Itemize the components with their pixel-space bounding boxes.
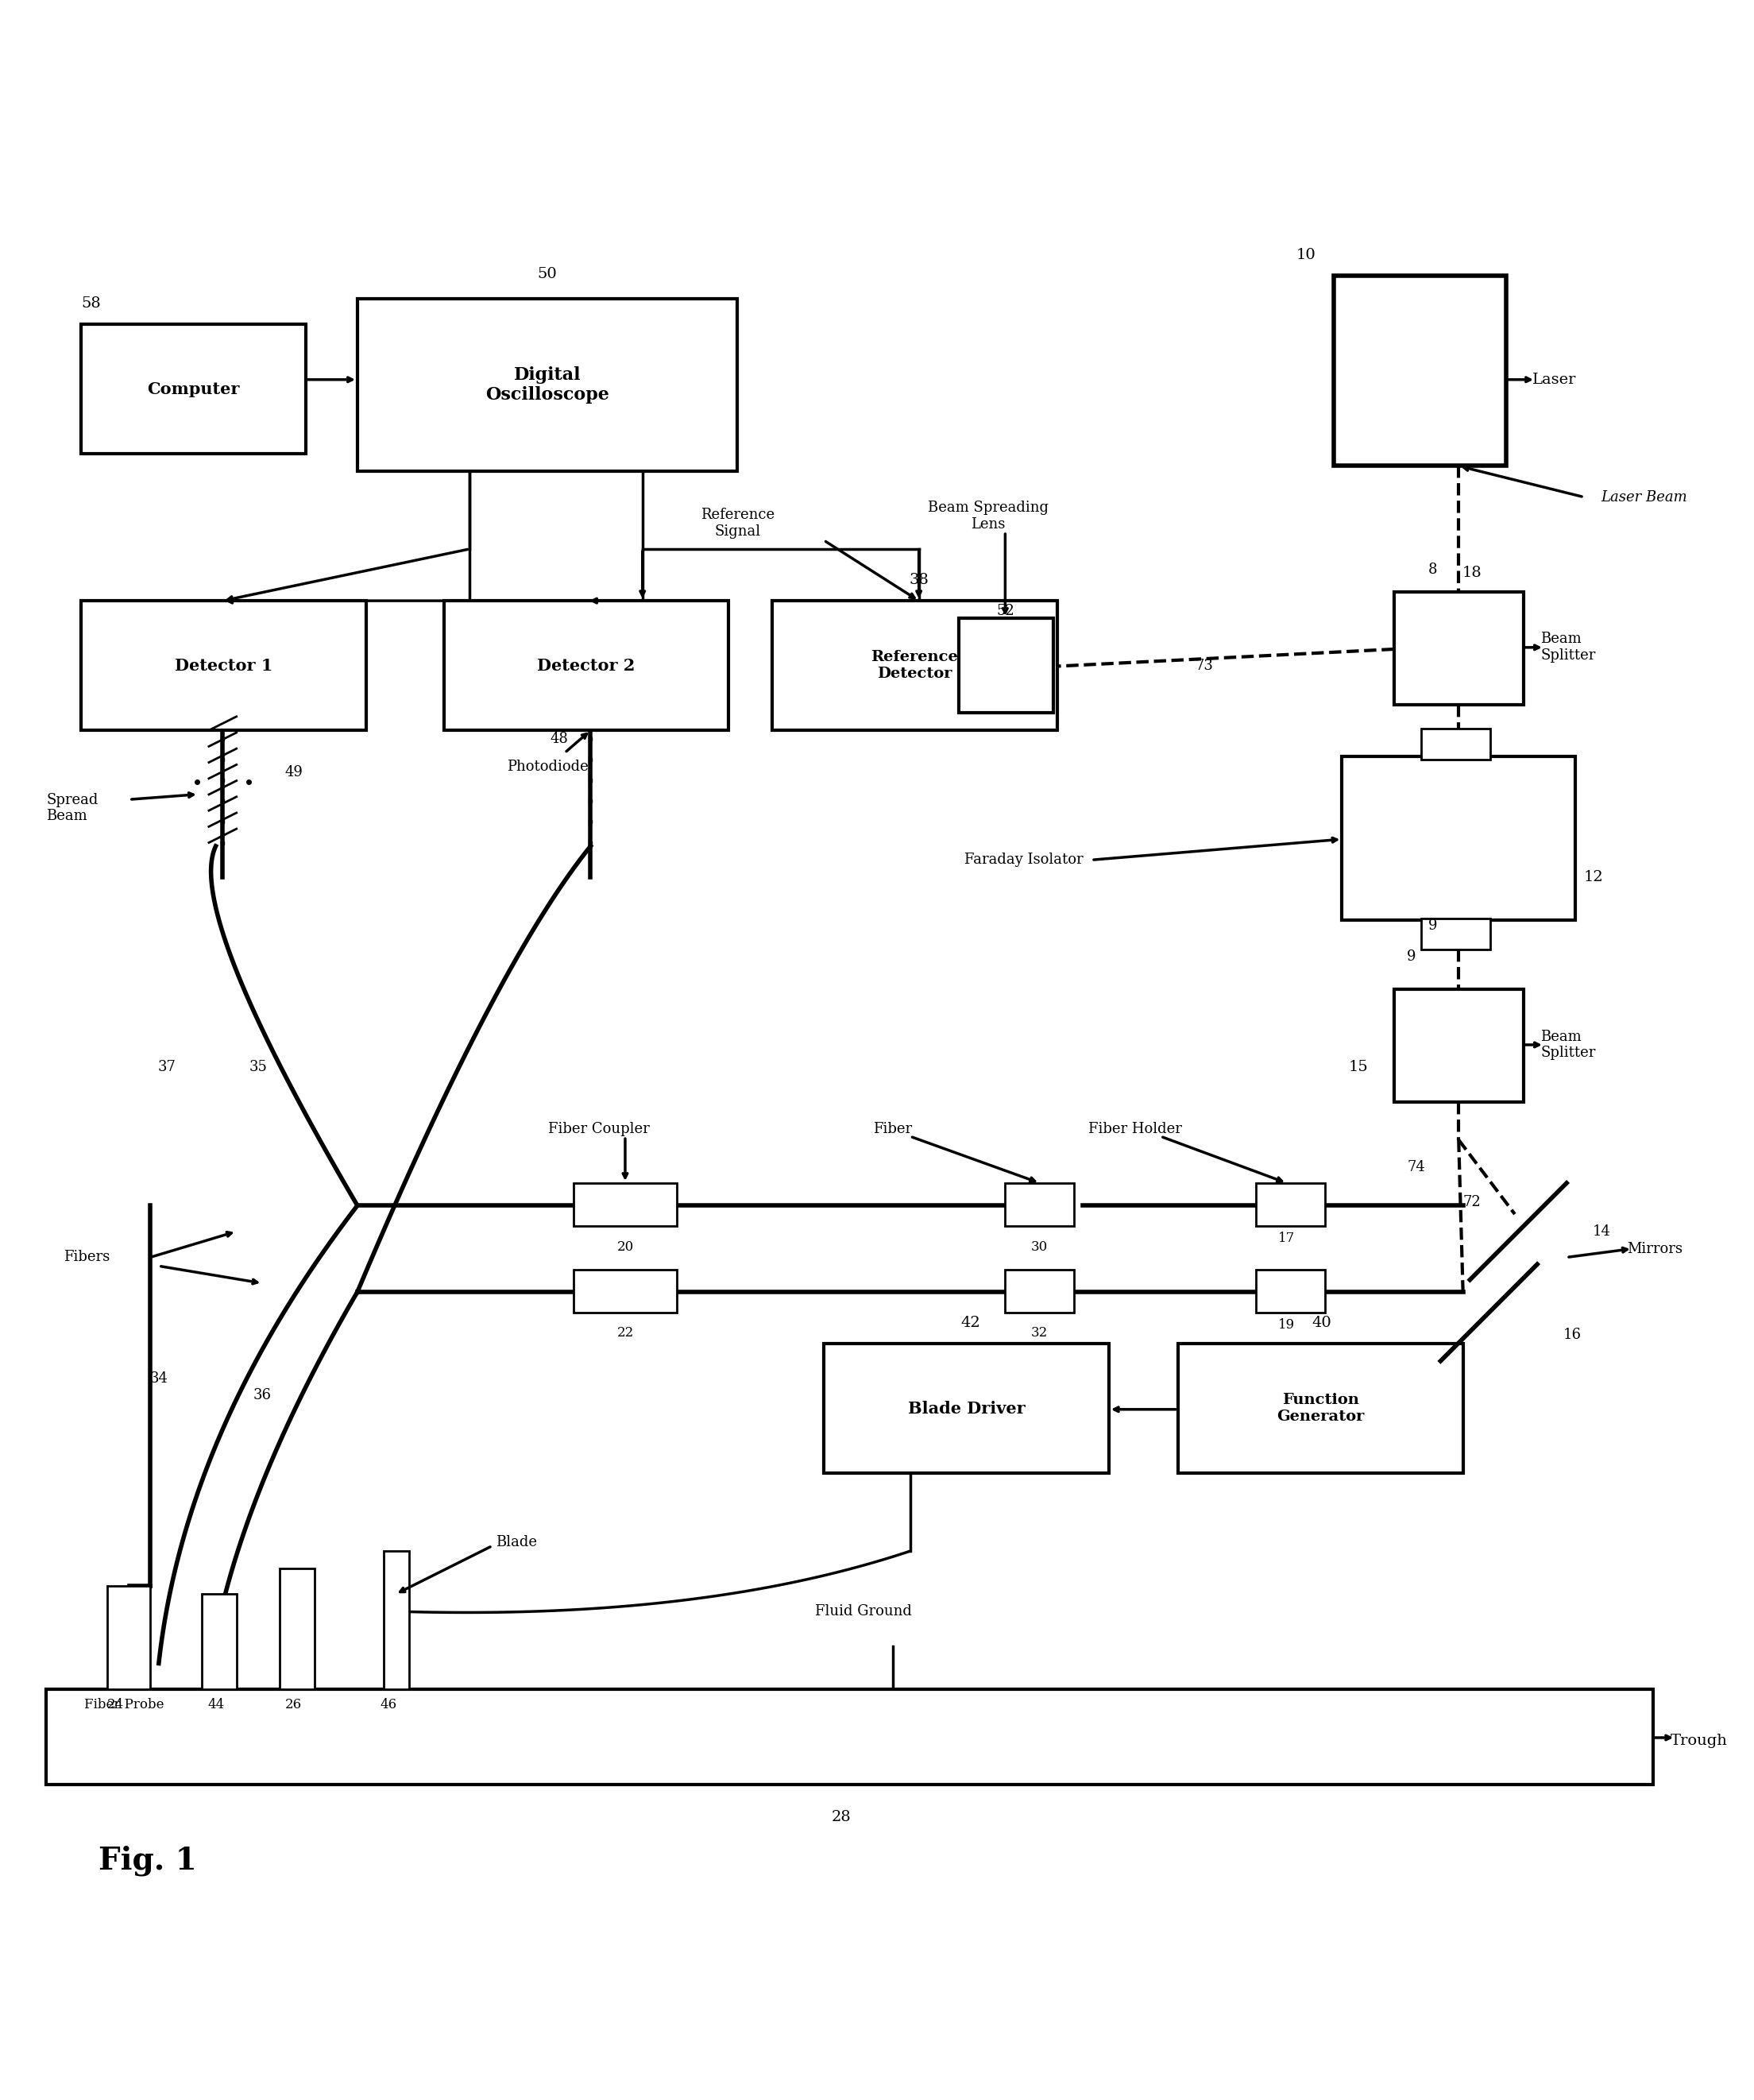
Text: 49: 49	[284, 764, 303, 779]
Text: 24: 24	[107, 1699, 125, 1712]
FancyBboxPatch shape	[384, 1552, 409, 1688]
FancyBboxPatch shape	[1421, 918, 1491, 949]
FancyBboxPatch shape	[202, 1594, 237, 1688]
FancyBboxPatch shape	[1179, 1344, 1463, 1474]
FancyBboxPatch shape	[1333, 275, 1507, 466]
Text: Faraday Isolator: Faraday Isolator	[965, 853, 1082, 867]
Text: 28: 28	[831, 1810, 851, 1825]
FancyBboxPatch shape	[1005, 1182, 1073, 1226]
Text: 42: 42	[961, 1315, 980, 1329]
Text: 30: 30	[1031, 1241, 1049, 1254]
Text: Beam Spreading
Lens: Beam Spreading Lens	[928, 500, 1049, 531]
Text: Fiber Holder: Fiber Holder	[1087, 1121, 1182, 1136]
FancyBboxPatch shape	[1005, 1268, 1073, 1312]
Text: 58: 58	[81, 296, 100, 311]
Text: Computer: Computer	[147, 382, 240, 397]
Text: Photodiode: Photodiode	[507, 760, 588, 775]
Text: Reference
Detector: Reference Detector	[872, 651, 958, 680]
Text: Function
Generator: Function Generator	[1277, 1392, 1365, 1424]
Text: Beam
Splitter: Beam Splitter	[1540, 1029, 1596, 1060]
FancyBboxPatch shape	[1421, 729, 1491, 760]
Text: 12: 12	[1584, 869, 1603, 884]
FancyBboxPatch shape	[1256, 1268, 1324, 1312]
FancyBboxPatch shape	[107, 1586, 151, 1688]
Text: 32: 32	[1031, 1327, 1049, 1340]
Text: Detector 2: Detector 2	[537, 657, 635, 674]
Text: 72: 72	[1463, 1195, 1480, 1210]
Text: Fig. 1: Fig. 1	[98, 1846, 196, 1875]
Text: Fiber Coupler: Fiber Coupler	[549, 1121, 651, 1136]
FancyBboxPatch shape	[574, 1182, 677, 1226]
Text: 38: 38	[909, 573, 928, 586]
Text: 26: 26	[286, 1699, 302, 1712]
FancyBboxPatch shape	[958, 617, 1054, 714]
Text: Blade Driver: Blade Driver	[907, 1401, 1024, 1418]
Text: 10: 10	[1296, 248, 1316, 262]
Text: 18: 18	[1461, 565, 1482, 580]
Text: 15: 15	[1349, 1060, 1368, 1075]
Text: Fibers: Fibers	[63, 1250, 111, 1264]
Text: Digital
Oscilloscope: Digital Oscilloscope	[486, 365, 609, 403]
Text: 34: 34	[149, 1371, 168, 1386]
FancyBboxPatch shape	[574, 1268, 677, 1312]
FancyBboxPatch shape	[824, 1344, 1109, 1474]
Text: 22: 22	[617, 1327, 633, 1340]
Text: 37: 37	[158, 1060, 175, 1075]
Text: Reference
Signal: Reference Signal	[700, 508, 775, 538]
Text: Fiber Probe: Fiber Probe	[84, 1699, 165, 1712]
Text: 14: 14	[1593, 1224, 1610, 1239]
Text: 8: 8	[1428, 563, 1437, 578]
FancyBboxPatch shape	[358, 298, 737, 470]
Text: 9: 9	[1407, 949, 1415, 964]
Text: Beam
Splitter: Beam Splitter	[1540, 632, 1596, 664]
Text: 40: 40	[1312, 1315, 1331, 1329]
Text: 17: 17	[1279, 1231, 1294, 1245]
Text: Fluid Ground: Fluid Ground	[816, 1604, 912, 1619]
Text: 20: 20	[617, 1241, 633, 1254]
Text: 52: 52	[996, 603, 1014, 617]
Text: 19: 19	[1279, 1319, 1294, 1331]
Text: 35: 35	[249, 1060, 268, 1075]
FancyBboxPatch shape	[46, 1688, 1652, 1785]
FancyBboxPatch shape	[1342, 756, 1575, 920]
FancyBboxPatch shape	[772, 601, 1058, 731]
FancyBboxPatch shape	[1394, 592, 1524, 704]
Text: Laser Beam: Laser Beam	[1601, 489, 1687, 504]
FancyBboxPatch shape	[1256, 1182, 1324, 1226]
Text: Trough: Trough	[1670, 1735, 1728, 1749]
Text: 48: 48	[551, 731, 568, 745]
Text: 73: 73	[1194, 659, 1214, 674]
Text: Blade: Blade	[496, 1535, 537, 1550]
FancyBboxPatch shape	[81, 323, 305, 454]
Text: 46: 46	[381, 1699, 396, 1712]
Text: 50: 50	[537, 267, 558, 281]
FancyBboxPatch shape	[444, 601, 730, 731]
Text: 16: 16	[1563, 1327, 1582, 1342]
Text: 44: 44	[207, 1699, 225, 1712]
Text: 74: 74	[1407, 1161, 1424, 1174]
Text: Detector 1: Detector 1	[175, 657, 272, 674]
Text: 36: 36	[253, 1388, 272, 1403]
FancyBboxPatch shape	[1394, 989, 1524, 1102]
FancyBboxPatch shape	[279, 1569, 314, 1688]
Text: Fiber: Fiber	[873, 1121, 912, 1136]
Text: Laser: Laser	[1531, 372, 1577, 386]
Text: Mirrors: Mirrors	[1628, 1241, 1682, 1256]
Text: 9: 9	[1428, 918, 1437, 932]
FancyBboxPatch shape	[81, 601, 367, 731]
Text: Spread
Beam: Spread Beam	[46, 792, 98, 823]
